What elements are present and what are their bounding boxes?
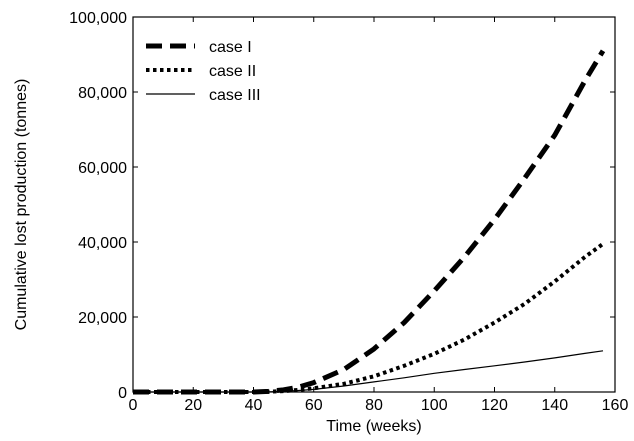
y-tick-label: 20,000 <box>78 310 127 327</box>
y-tick-label: 40,000 <box>78 235 127 252</box>
x-tick-label: 40 <box>245 397 263 414</box>
x-tick-label: 140 <box>541 397 568 414</box>
y-tick-label: 60,000 <box>78 160 127 177</box>
axes: 0 20 40 60 80 100 120 140 160 0 20,000 40,000 60,000… <box>69 10 628 414</box>
x-tick-label: 60 <box>305 397 323 414</box>
plot-frame <box>132 16 616 393</box>
x-axis-title: Time (weeks) <box>326 418 421 435</box>
legend-label-1: case I <box>209 39 252 56</box>
y-tick-label: 80,000 <box>78 85 127 102</box>
legend: case I case II case III <box>146 39 261 104</box>
y-axis-title: Cumulative lost production (tonnes) <box>13 79 30 331</box>
x-tick-label: 100 <box>421 397 448 414</box>
x-tick-label: 20 <box>184 397 202 414</box>
x-tick-label: 160 <box>602 397 629 414</box>
legend-label-2: case II <box>209 63 256 80</box>
x-tick-label: 0 <box>129 397 138 414</box>
legend-label-3: case III <box>209 87 261 104</box>
y-tick-label: 100,000 <box>69 10 127 27</box>
series-line-3 <box>133 350 604 393</box>
x-tick-label: 80 <box>365 397 383 414</box>
series-line-2 <box>133 242 605 394</box>
x-tick-label: 120 <box>481 397 508 414</box>
series-group <box>133 49 606 395</box>
y-tick-label: 0 <box>118 385 127 402</box>
series-line-1 <box>133 49 606 395</box>
